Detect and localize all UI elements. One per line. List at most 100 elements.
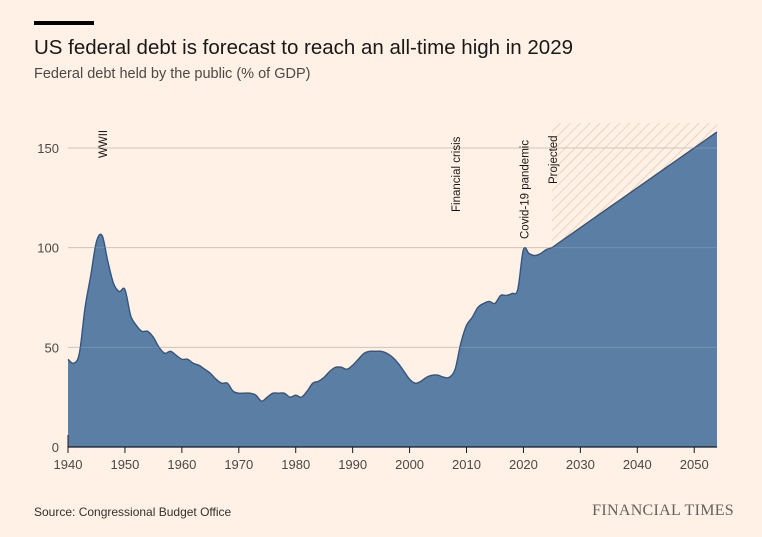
data-point-1963 — [198, 364, 200, 366]
data-point-2045 — [665, 167, 667, 169]
data-point-1973 — [255, 394, 257, 396]
debt-area-fill — [68, 131, 717, 448]
x-tick-label-2010: 2010 — [452, 457, 481, 472]
data-point-2051 — [699, 143, 701, 145]
data-point-1955 — [152, 336, 154, 338]
data-point-1988 — [340, 366, 342, 368]
data-point-1978 — [283, 392, 285, 394]
x-tick-label-1960: 1960 — [167, 457, 196, 472]
data-point-2050 — [693, 147, 695, 149]
data-point-2019 — [517, 288, 519, 290]
data-point-1984 — [317, 380, 319, 382]
x-tick-label-1950: 1950 — [110, 457, 139, 472]
chart-title: US federal debt is forecast to reach an … — [34, 36, 573, 59]
data-point-1953 — [141, 330, 143, 332]
data-point-1977 — [277, 392, 279, 394]
data-point-2048 — [682, 155, 684, 157]
annotation-wwii: WWII — [98, 130, 110, 158]
data-point-2035 — [608, 207, 610, 209]
data-point-1941 — [72, 362, 74, 364]
data-point-1989 — [346, 368, 348, 370]
data-point-1979 — [289, 396, 291, 398]
data-point-2037 — [619, 199, 621, 201]
brand-logo: FINANCIAL TIMES — [592, 502, 734, 519]
data-point-2018 — [511, 292, 513, 294]
data-point-2049 — [687, 151, 689, 153]
data-point-2020 — [522, 248, 524, 250]
data-point-2021 — [528, 252, 530, 254]
data-point-1969 — [232, 390, 234, 392]
data-point-2032 — [591, 219, 593, 221]
data-point-1970 — [238, 392, 240, 394]
data-point-2036 — [613, 203, 615, 205]
data-point-1949 — [118, 290, 120, 292]
y-tick-label-100: 100 — [37, 241, 59, 256]
data-point-2029 — [573, 230, 575, 232]
data-point-2013 — [482, 302, 484, 304]
x-tick-label-2020: 2020 — [509, 457, 538, 472]
data-point-2010 — [465, 324, 467, 326]
data-point-1946 — [101, 234, 103, 236]
data-point-1942 — [78, 352, 80, 354]
data-point-2012 — [477, 306, 479, 308]
data-point-1940 — [67, 358, 69, 360]
data-point-1945 — [95, 240, 97, 242]
data-point-2027 — [562, 238, 564, 240]
debt-series-line — [67, 131, 718, 402]
data-point-1958 — [169, 350, 171, 352]
data-point-2017 — [505, 294, 507, 296]
data-point-1985 — [323, 376, 325, 378]
y-tick-label-150: 150 — [37, 141, 59, 156]
data-point-2014 — [488, 300, 490, 302]
data-point-2002 — [420, 380, 422, 382]
data-point-2009 — [460, 342, 462, 344]
data-point-1968 — [226, 382, 228, 384]
data-point-2038 — [625, 195, 627, 197]
data-point-2005 — [437, 374, 439, 376]
data-point-1976 — [272, 392, 274, 394]
data-point-2025 — [551, 246, 553, 248]
x-tick-label-2030: 2030 — [566, 457, 595, 472]
data-point-1959 — [175, 354, 177, 356]
data-point-1952 — [135, 324, 137, 326]
data-point-1998 — [397, 362, 399, 364]
data-point-2052 — [704, 139, 706, 141]
data-point-1999 — [403, 370, 405, 372]
data-point-1956 — [158, 346, 160, 348]
data-point-1971 — [243, 392, 245, 394]
data-point-2000 — [408, 378, 410, 380]
data-point-2026 — [556, 242, 558, 244]
data-point-2043 — [653, 175, 655, 177]
x-tick-label-1940: 1940 — [54, 457, 83, 472]
x-tick-label-1970: 1970 — [224, 457, 253, 472]
data-point-2022 — [534, 254, 536, 256]
data-point-2042 — [647, 179, 649, 181]
data-point-2023 — [539, 252, 541, 254]
data-point-1980 — [295, 394, 297, 396]
y-tick-label-50: 50 — [45, 340, 59, 355]
data-point-1992 — [363, 352, 365, 354]
data-point-2040 — [636, 187, 638, 189]
data-point-1947 — [107, 260, 109, 262]
data-point-1950 — [124, 288, 126, 290]
data-point-2016 — [499, 294, 501, 296]
data-point-1987 — [334, 366, 336, 368]
chart-subtitle: Federal debt held by the public (% of GD… — [34, 66, 311, 82]
data-point-1981 — [300, 396, 302, 398]
data-point-2046 — [670, 163, 672, 165]
data-point-2054 — [716, 131, 718, 133]
data-point-1954 — [147, 330, 149, 332]
data-point-1996 — [386, 352, 388, 354]
data-point-1995 — [380, 350, 382, 352]
data-point-1944 — [90, 274, 92, 276]
data-point-1972 — [249, 392, 251, 394]
data-point-1951 — [129, 314, 131, 316]
data-point-1957 — [164, 352, 166, 354]
data-point-2001 — [414, 382, 416, 384]
data-point-1991 — [357, 358, 359, 360]
data-point-1986 — [329, 370, 331, 372]
data-point-1965 — [209, 372, 211, 374]
annotation-financial-crisis: Financial crisis — [451, 136, 463, 212]
data-point-2003 — [425, 376, 427, 378]
